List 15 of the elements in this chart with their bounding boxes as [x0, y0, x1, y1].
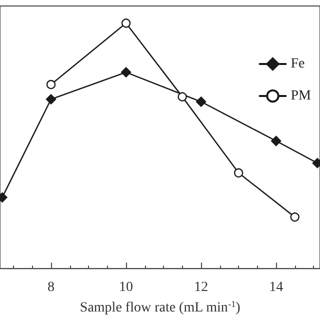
point — [121, 18, 131, 28]
legend-label: Fe — [290, 56, 305, 72]
point — [120, 67, 132, 78]
x-tick-label: 12 — [194, 280, 208, 296]
point — [234, 168, 244, 178]
x-tick-label: 10 — [119, 280, 134, 296]
x-tick-label: 8 — [48, 280, 55, 296]
point — [46, 94, 56, 104]
point — [290, 212, 300, 222]
point — [271, 136, 282, 146]
point — [46, 80, 56, 90]
point — [178, 92, 187, 102]
legend-label: PM — [290, 88, 312, 104]
x-tick-label: 14 — [269, 280, 284, 296]
point — [196, 96, 206, 107]
